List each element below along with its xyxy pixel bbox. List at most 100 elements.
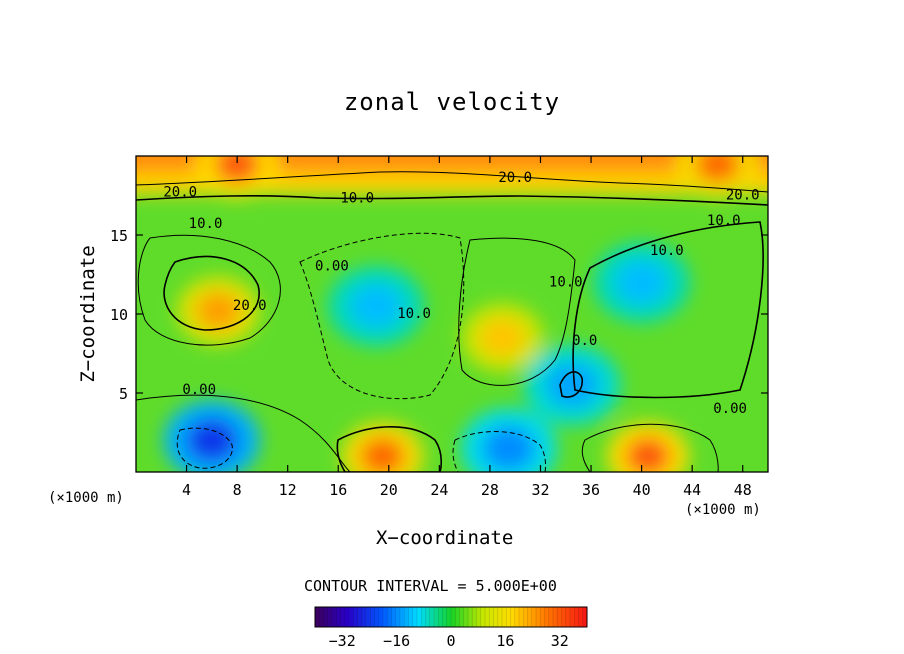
colorbar-tick-label-1: −16 [383,632,410,650]
y-axis-label: Z−coordinate [77,245,99,383]
x-tick-label-10: 44 [683,481,701,499]
contour-label-6: 10.0 [650,243,684,259]
colorbar-cell-10 [357,607,363,627]
colorbar-cell-27 [429,607,435,627]
colorbar-cell-59 [565,607,571,627]
colorbar-cell-22 [408,607,414,627]
colorbar-cell-23 [412,607,418,627]
field-core-9 [615,260,668,305]
x-tick-label-9: 40 [633,481,651,499]
x-tick-label-1: 8 [233,481,242,499]
chart-title: zonal velocity [343,88,561,116]
colorbar-cell-3 [327,607,333,627]
colorbar-cell-54 [544,607,550,627]
colorbar-cell-14 [374,607,380,627]
colorbar-cell-49 [523,607,528,627]
colorbar-cell-32 [451,607,456,627]
field-core-5 [480,319,525,357]
colorbar-cell-17 [387,607,392,627]
contour-label-2: 20.0 [726,188,760,204]
colorbar-tick-label-3: 16 [496,632,514,650]
contour-label-8: 20.0 [233,298,267,314]
colorbar-cell-29 [438,607,443,627]
colorbar-cell-28 [434,607,439,627]
contour-label-4: 10.0 [707,213,741,229]
contour-label-13: 0.00 [713,401,747,417]
x-axis-label: X−coordinate [376,527,514,549]
x-axis: 4 8 12 16 20 24 28 32 36 40 44 48 [182,156,752,499]
colorbar-cell-31 [446,607,452,627]
x-tick-label-7: 32 [531,481,549,499]
colorbar-cell-12 [366,607,371,627]
contour-line-4 [299,232,465,400]
contour-line-7 [136,394,351,472]
colorbar-cell-25 [421,607,426,627]
colorbar-cell-61 [574,607,579,627]
colorbar-cell-46 [510,607,516,627]
contour-line-11 [581,423,719,472]
colorbar-cell-1 [319,607,324,627]
contour-label-12: 0.00 [182,382,216,398]
colorbar-cell-35 [463,607,469,627]
colorbar-cell-40 [485,607,490,627]
field-core-8 [350,284,403,329]
contour-label-10: 10.0 [549,274,583,290]
colorbar-cell-43 [497,607,503,627]
contour-label-7: 0.00 [315,259,349,275]
colorbar-cell-53 [540,607,545,627]
field-core-6 [185,418,238,463]
colorbar-cell-39 [480,607,486,627]
colorbar-tick-label-2: 0 [446,632,455,650]
field-core-2 [695,156,740,183]
colorbar-cell-13 [370,607,375,627]
colorbar-cell-56 [553,607,558,627]
colorbar-cell-51 [531,607,537,627]
colorbar-cell-52 [536,607,541,627]
colorbar-cell-5 [336,607,341,627]
contour-label-5: 10.0 [189,216,223,232]
contour-line-3 [163,255,260,331]
x-tick-label-6: 28 [481,481,499,499]
contour-label-11: 0.0 [572,333,597,349]
contour-interval-text: CONTOUR INTERVAL = 5.000E+00 [304,577,557,595]
colorbar-cell-15 [378,607,384,627]
field-core-0 [196,292,241,330]
velocity-field [136,156,768,472]
contour-line-2 [137,234,281,346]
y-axis: 5 10 15 [110,227,768,403]
contour-line-12 [559,371,583,398]
colorbar-cell-50 [527,607,533,627]
field-core-10 [546,363,599,408]
contour-lines [136,171,768,472]
colorbar-cell-57 [557,607,562,627]
colorbar-cell-21 [404,607,409,627]
top-band-inner [136,156,768,172]
y-tick-label-2: 15 [110,227,128,245]
colorbar-cell-47 [514,607,520,627]
colorbar-cell-33 [455,607,460,627]
contour-line-9 [336,426,443,472]
y-tick-label-1: 10 [110,306,128,324]
contour-labels: 20.0 20.0 20.0 10.0 10.0 10.0 10.0 0.00 20.0 10.0… [163,170,759,417]
colorbar-cell-37 [472,607,477,627]
colorbar-cell-45 [506,607,511,627]
colorbar-tick-label-4: 32 [551,632,569,650]
colorbar: −32 −16 0 16 32 [314,606,588,650]
x-tick-label-5: 24 [430,481,448,499]
colorbar-cell-63 [582,607,588,627]
y-tick-label-0: 5 [119,385,128,403]
colorbar-cell-48 [519,607,524,627]
x-tick-label-11: 48 [734,481,752,499]
colorbar-cell-0 [315,607,320,627]
field-core-3 [360,437,405,472]
colorbar-cell-19 [395,607,401,627]
x-tick-label-0: 4 [182,481,191,499]
colorbar-cell-36 [468,607,473,627]
colorbar-cell-44 [502,607,507,627]
colorbar-cell-18 [391,607,397,627]
field-core-4 [625,437,671,472]
colorbar-cell-2 [323,607,329,627]
colorbar-frame [314,606,588,628]
x-tick-label-2: 12 [279,481,297,499]
